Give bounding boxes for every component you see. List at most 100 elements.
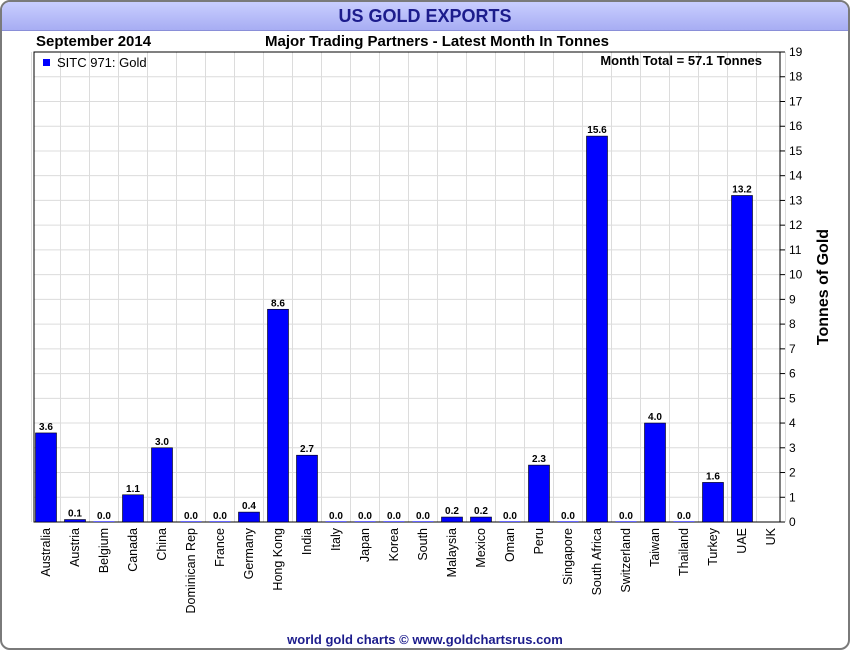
bar-japan [354,521,376,522]
bar-value-label: 0.1 [68,509,82,520]
y-axis-label: Tonnes of Gold [815,229,832,345]
bar-uae [731,195,753,523]
x-category-label: UK [764,527,778,545]
grid-lines [31,51,786,523]
bar-austria [64,519,86,523]
bars: 3.6 0.1 0.0 1.1 3.0 0.0 0.0 0.4 8.6 2.7 0.0 0.0 0.0 0… [35,125,753,523]
legend-swatch [43,59,50,66]
y-tick-label: 2 [789,466,796,480]
bar-value-label: 0.0 [358,511,372,522]
bar-canada [122,494,144,523]
y-tick-label: 3 [789,441,796,455]
y-tick-label: 0 [789,515,796,529]
bar-value-label: 1.1 [126,484,140,495]
bar-south-africa [586,135,608,523]
bar-value-label: 0.0 [677,511,691,522]
plot-area-border [33,51,781,523]
bar-value-label: 0.0 [561,511,575,522]
bar-korea [383,521,405,522]
y-tick-label: 10 [789,268,803,282]
x-category-label: Turkey [706,527,720,565]
x-category-label: China [155,528,169,561]
y-tick-label: 16 [789,119,803,133]
bar-value-label: 8.6 [271,298,285,309]
x-category-label: Oman [503,528,517,562]
bar-value-label: 3.6 [39,422,53,433]
x-category-label: Taiwan [648,528,662,567]
x-category-label: Canada [126,528,140,572]
bar-value-label: 0.2 [445,506,459,517]
y-tick-label: 8 [789,317,796,331]
bar-dominican-rep [180,521,202,522]
bar-peru [528,464,550,523]
bar-hong-kong [267,308,289,523]
bar-value-label: 0.0 [213,511,227,522]
bar-value-label: 15.6 [587,125,607,136]
x-axis-labels: Australia Austria Belgium Canada China Domini… [39,527,778,613]
x-category-label: Singapore [561,528,575,585]
y-tick-label: 5 [789,391,796,405]
bar-value-label: 1.6 [706,471,720,482]
bar-value-label: 0.0 [503,511,517,522]
x-category-label: Australia [39,528,53,577]
x-category-label: Germany [242,527,256,579]
bar-india [296,454,318,523]
bar-malaysia [441,516,463,523]
y-tick-label: 9 [789,292,796,306]
bar-value-label: 0.0 [387,511,401,522]
legend-label: SITC 971: Gold [57,55,147,70]
x-category-label: Austria [68,528,82,567]
y-tick-label: 19 [789,45,803,59]
bar-value-label: 3.0 [155,437,169,448]
bar-value-label: 2.3 [532,454,546,465]
title-bar: US GOLD EXPORTS [2,2,848,31]
y-tick-label: 14 [789,169,803,183]
y-tick-label: 17 [789,94,803,108]
x-category-label: Hong Kong [271,528,285,591]
x-category-label: Belgium [97,528,111,573]
x-category-label: Malaysia [445,528,459,577]
x-category-label: Korea [387,528,401,561]
x-category-label: Japan [358,528,372,562]
bar-singapore [557,521,579,522]
y-tick-label: 13 [789,193,803,207]
bar-value-label: 0.2 [474,506,488,517]
bar-value-label: 4.0 [648,412,662,423]
legend: SITC 971: Gold [43,55,147,70]
x-category-label: Mexico [474,528,488,568]
bar-value-label: 0.0 [97,511,111,522]
x-category-label: UAE [735,528,749,554]
x-category-label: Peru [532,528,546,554]
bar-value-label: 0.0 [619,511,633,522]
y-tick-label: 1 [789,490,796,504]
bar-value-label: 0.0 [416,511,430,522]
bar-value-label: 0.0 [184,511,198,522]
y-tick-label: 6 [789,367,796,381]
bar-taiwan [644,422,666,523]
bar-south [412,521,434,522]
x-category-label: Thailand [677,528,691,576]
month-total-annotation: Month Total = 57.1 Tonnes [600,53,762,68]
bar-belgium [93,521,115,522]
chart-subtitle: Major Trading Partners - Latest Month In… [265,33,609,50]
y-tick-label: 4 [789,416,796,430]
x-category-label: India [300,528,314,555]
x-category-label: Dominican Rep [184,528,198,614]
bar-value-label: 0.4 [242,501,256,512]
x-category-label: Switzerland [619,528,633,593]
footer-credit: world gold charts © www.goldchartsrus.co… [287,632,563,647]
x-category-label: Italy [329,527,343,551]
y-tick-label: 7 [789,342,796,356]
bar-italy [325,521,347,522]
bar-mexico [470,516,492,523]
y-tick-label: 12 [789,218,803,232]
bar-value-label: 2.7 [300,444,314,455]
bar-turkey [702,482,724,523]
x-category-label: South [416,528,430,561]
bar-value-label: 13.2 [732,184,752,195]
bar-value-label: 0.0 [329,511,343,522]
bar-australia [35,432,57,523]
x-category-label: South Africa [590,528,604,595]
